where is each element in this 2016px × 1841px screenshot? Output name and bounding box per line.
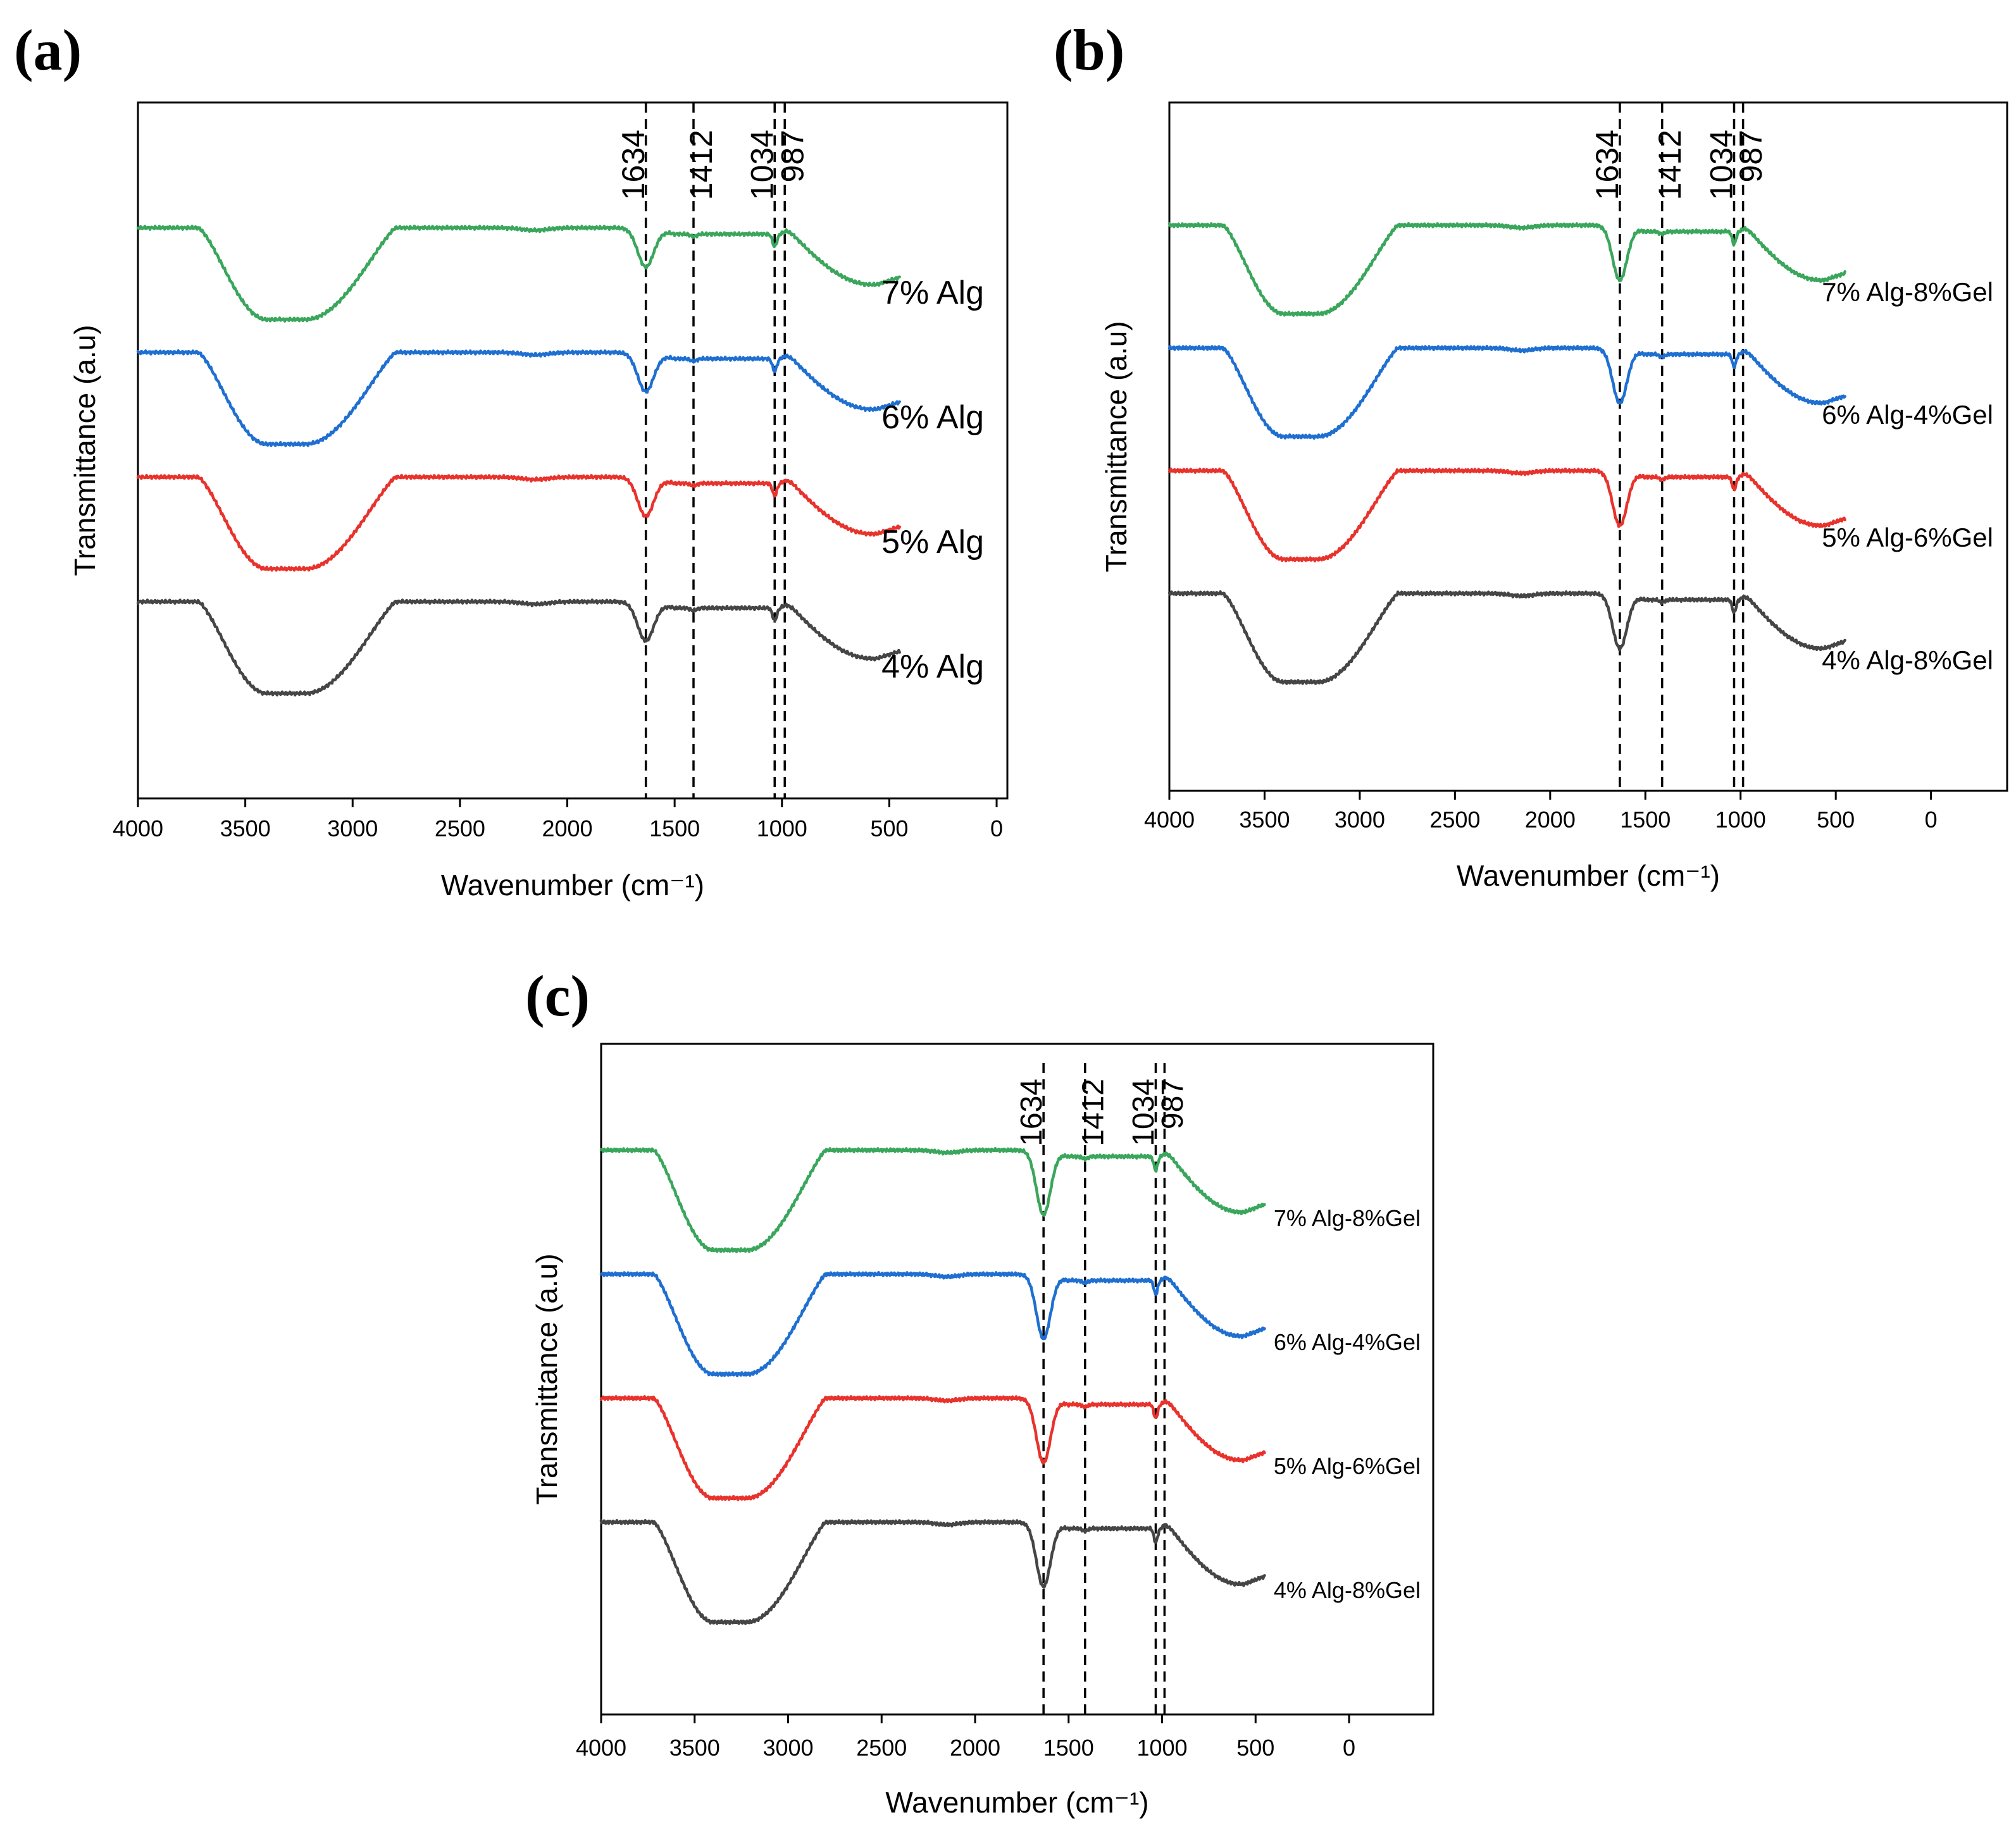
x-axis-title: Wavenumber (cm⁻¹)	[885, 1786, 1148, 1819]
panel-letter: (b)	[1054, 18, 1124, 82]
x-tick-label: 1000	[1136, 1735, 1187, 1761]
x-tick-label: 4000	[1144, 807, 1195, 833]
peak-label-1034: 1034	[744, 130, 780, 200]
series-line-4-alg	[136, 598, 901, 697]
x-tick-label: 1500	[1620, 807, 1671, 833]
x-tick-label: 2000	[542, 815, 592, 841]
peak-label-1634: 1634	[616, 130, 651, 200]
x-tick-label: 1500	[649, 815, 700, 841]
series-label: 7% Alg-8%Gel	[1274, 1205, 1421, 1231]
series-line-4-alg-8-gel	[1167, 590, 1846, 685]
x-tick-label: 1000	[1715, 807, 1766, 833]
series-line-7-alg-8-gel	[1167, 222, 1846, 317]
series-label: 4% Alg-8%Gel	[1274, 1577, 1421, 1603]
x-tick-label: 0	[1343, 1735, 1355, 1761]
x-tick-label: 2500	[1429, 807, 1480, 833]
peak-label-1034: 1034	[1127, 1079, 1160, 1146]
series-line-7-alg-8-gel	[599, 1147, 1266, 1253]
peak-label-1634: 1634	[1590, 130, 1625, 200]
series-line-5-alg	[136, 474, 901, 572]
x-tick-label: 500	[1236, 1735, 1274, 1761]
x-tick-label: 2500	[435, 815, 485, 841]
chart-panel-c: (c) 4000 3500 3000 2500 2000 1500 1000 500 0 Waven…	[525, 964, 1434, 1819]
x-tick-label: 3500	[669, 1735, 720, 1761]
plot-frame	[137, 101, 1009, 800]
panel-letter: (c)	[525, 964, 590, 1028]
x-tick-label: 2000	[1525, 807, 1576, 833]
panel-letter: (a)	[14, 18, 82, 82]
x-tick-label: 500	[870, 815, 908, 841]
x-tick-label: 3500	[220, 815, 271, 841]
series-label: 7% Alg	[881, 275, 984, 311]
series-line-5-alg-6-gel	[1167, 468, 1846, 562]
x-tick-label: 3000	[327, 815, 378, 841]
x-tick-label: 1000	[757, 815, 807, 841]
x-tick-label: 2000	[950, 1735, 1000, 1761]
series-label: 5% Alg-6%Gel	[1822, 523, 1993, 552]
peak-label-987: 987	[1733, 130, 1769, 182]
peak-label-1412: 1412	[683, 130, 719, 200]
y-axis-title: Transmittance (a.u)	[1100, 321, 1133, 572]
x-tick-label: 0	[990, 815, 1003, 841]
x-tick-label: 3500	[1239, 807, 1290, 833]
series-label: 6% Alg-4%Gel	[1822, 400, 1993, 430]
chart-panel-a: (a) 4000 3500 3000 2500 2000 1500 1000 500 0 Waven…	[14, 18, 1009, 902]
series-label: 6% Alg-4%Gel	[1274, 1329, 1421, 1355]
plot-frame	[1168, 101, 2008, 792]
peak-label-987: 987	[775, 130, 810, 182]
x-axis-title: Wavenumber (cm⁻¹)	[1457, 859, 1720, 892]
peak-label-1034: 1034	[1704, 130, 1739, 200]
series-line-5-alg-6-gel	[599, 1395, 1266, 1501]
x-tick-label: 4000	[113, 815, 163, 841]
series-line-7-alg	[136, 225, 901, 323]
plot-frame	[600, 1043, 1434, 1716]
x-tick-label: 4000	[576, 1735, 626, 1761]
x-tick-label: 3000	[762, 1735, 813, 1761]
y-axis-title: Transmittance (a.u)	[68, 325, 101, 576]
series-label: 5% Alg	[881, 524, 984, 561]
y-axis-title: Transmittance (a.u)	[530, 1253, 563, 1504]
x-tick-label: 2500	[856, 1735, 907, 1761]
series-line-4-alg-8-gel	[599, 1519, 1266, 1625]
peak-label-987: 987	[1156, 1079, 1190, 1129]
series-label: 6% Alg	[881, 399, 984, 436]
series-label: 7% Alg-8%Gel	[1822, 277, 1993, 307]
series-label: 5% Alg-6%Gel	[1274, 1453, 1421, 1479]
series-label: 4% Alg	[881, 648, 984, 685]
x-tick-label: 0	[1925, 807, 1938, 833]
peak-label-1412: 1412	[1076, 1079, 1110, 1146]
series-label: 4% Alg-8%Gel	[1822, 645, 1993, 675]
peak-label-1634: 1634	[1015, 1079, 1048, 1146]
x-tick-label: 3000	[1335, 807, 1385, 833]
series-line-6-alg-4-gel	[1167, 345, 1846, 440]
x-tick-label: 1500	[1043, 1735, 1094, 1761]
x-axis-title: Wavenumber (cm⁻¹)	[441, 869, 704, 902]
x-tick-label: 500	[1817, 807, 1855, 833]
chart-panel-b: (b) 4000 3500 3000 2500 2000 1500 1000 500 0 Waven…	[1054, 18, 2008, 892]
series-line-6-alg-4-gel	[599, 1271, 1266, 1377]
peak-label-1412: 1412	[1652, 130, 1688, 200]
series-line-6-alg	[136, 349, 901, 447]
